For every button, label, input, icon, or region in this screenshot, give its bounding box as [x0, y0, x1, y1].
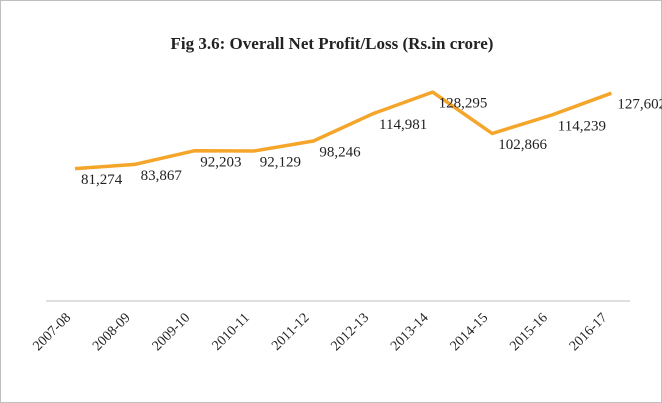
- data-label: 81,274: [81, 172, 123, 188]
- data-label: 98,246: [319, 144, 361, 160]
- chart-title: Fig 3.6: Overall Net Profit/Loss (Rs.in …: [171, 34, 494, 53]
- data-line: [74, 90, 613, 171]
- data-label: 127,602: [617, 97, 662, 113]
- data-label: 92,129: [260, 154, 301, 170]
- data-label: 114,981: [379, 117, 427, 133]
- data-label: 83,867: [141, 168, 183, 184]
- data-label: 114,239: [558, 118, 606, 134]
- data-label: 102,866: [498, 137, 547, 153]
- data-label: 128,295: [439, 95, 488, 111]
- data-label: 92,203: [200, 154, 241, 170]
